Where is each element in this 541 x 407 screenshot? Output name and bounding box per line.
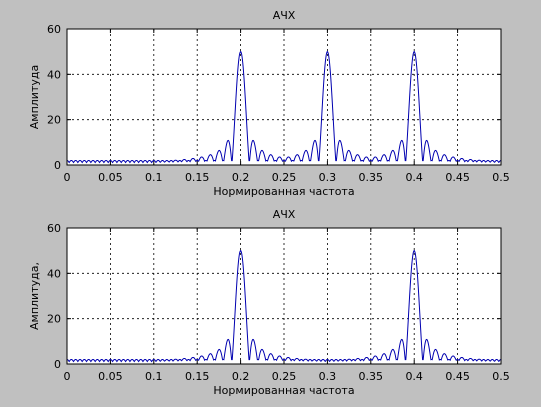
x-tick-label: 0.25 xyxy=(272,370,297,383)
chart-title: АЧХ xyxy=(273,208,296,221)
y-tick-label: 60 xyxy=(47,222,61,235)
axes-top: АЧХ 0 0.05 0.1 0.15 0.2 0.25 0.3 0.35 0.4 0.45 0.5 0… xyxy=(28,9,510,198)
y-tick-label: 0 xyxy=(54,159,61,172)
axes-frame xyxy=(66,28,502,166)
x-axis-label: Нормированная частота xyxy=(213,384,354,397)
x-tick-label: 0.15 xyxy=(185,370,210,383)
peak-point xyxy=(240,51,242,53)
peak-point xyxy=(326,51,328,53)
x-tick-label: 0.35 xyxy=(359,171,384,184)
x-tick-label: 0.05 xyxy=(98,370,123,383)
plot-area xyxy=(67,29,501,165)
axes-frame xyxy=(66,227,502,365)
axes-bottom: АЧХ 0 0.05 0.1 0.15 0.2 0.25 0.3 0.35 0.4 0.45 0.5 0… xyxy=(28,208,510,397)
x-tick-label: 0.15 xyxy=(185,171,210,184)
y-tick-label: 20 xyxy=(47,313,61,326)
peak-point xyxy=(240,250,242,252)
x-tick-label: 0.25 xyxy=(272,171,297,184)
y-tick-label: 40 xyxy=(47,68,61,81)
x-tick-label: 0.45 xyxy=(445,370,470,383)
x-tick-label: 0 xyxy=(64,370,71,383)
y-tick-label: 60 xyxy=(47,23,61,36)
x-tick-label: 0.1 xyxy=(145,171,163,184)
peak-point xyxy=(413,250,415,252)
plot-area xyxy=(67,228,501,364)
x-tick-label: 0.2 xyxy=(232,370,250,383)
y-tick-label: 40 xyxy=(47,267,61,280)
x-tick-label: 0.45 xyxy=(445,171,470,184)
x-tick-label: 0.4 xyxy=(405,171,423,184)
x-tick-label: 0.1 xyxy=(145,370,163,383)
x-tick-label: 0.2 xyxy=(232,171,250,184)
x-tick-label: 0.3 xyxy=(319,370,337,383)
x-tick-label: 0.3 xyxy=(319,171,337,184)
x-tick-label: 0.5 xyxy=(492,171,510,184)
x-tick-label: 0.5 xyxy=(492,370,510,383)
peak-point xyxy=(413,51,415,53)
x-tick-label: 0.4 xyxy=(405,370,423,383)
series-line xyxy=(66,51,502,164)
series-line xyxy=(66,250,502,363)
chart-title: АЧХ xyxy=(273,9,296,22)
y-tick-label: 20 xyxy=(47,114,61,127)
y-tick-label: 0 xyxy=(54,358,61,371)
x-axis-label: Нормированная частота xyxy=(213,185,354,198)
y-axis-label: Амплитуда, xyxy=(28,262,41,330)
x-tick-label: 0.35 xyxy=(359,370,384,383)
y-axis-label: Амплитуда xyxy=(28,65,41,129)
x-tick-label: 0.05 xyxy=(98,171,123,184)
x-tick-label: 0 xyxy=(64,171,71,184)
